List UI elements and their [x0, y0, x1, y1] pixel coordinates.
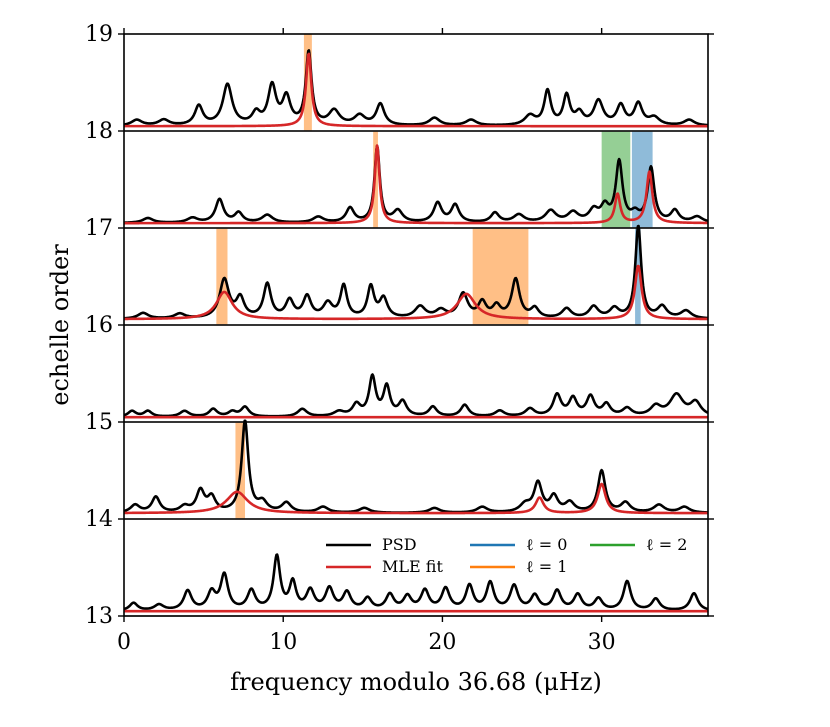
- legend-item-2: ℓ = 0: [470, 535, 567, 554]
- y-tick-label-18: 18: [85, 119, 113, 144]
- y-tick-label-14: 14: [85, 507, 113, 532]
- fit-line-order-18: [123, 52, 709, 128]
- l0-band-order-17: [631, 131, 653, 228]
- legend-label-3: ℓ = 1: [526, 557, 567, 576]
- y-tick-label-15: 15: [85, 410, 113, 435]
- psd-line-order-16: [123, 224, 709, 320]
- l1-band-order-18: [303, 34, 312, 131]
- legend-label-2: ℓ = 0: [526, 535, 567, 554]
- l1-band-order-16: [472, 228, 529, 325]
- legend-item-4: ℓ = 2: [590, 535, 687, 554]
- legend: PSD MLE fit ℓ = 0 ℓ = 1 ℓ = 2: [326, 535, 687, 576]
- psd-line-order-13: [123, 553, 709, 611]
- y-tick-label-17: 17: [85, 216, 113, 241]
- axes-frame: [123, 33, 709, 617]
- x-tick-label-30: 30: [588, 630, 616, 655]
- psd-line-order-15: [123, 373, 709, 418]
- legend-item-1: MLE fit: [326, 557, 443, 576]
- axis-ticks: 13 14 15 16 17 18 19 0 10 20 30: [85, 22, 714, 655]
- y-tick-label-19: 19: [85, 22, 113, 47]
- x-tick-label-0: 0: [117, 630, 131, 655]
- mle-fit-series: [123, 52, 709, 613]
- y-axis-label: echelle order: [46, 244, 74, 406]
- legend-item-0: PSD: [326, 535, 417, 554]
- psd-line-order-14: [123, 419, 709, 514]
- y-tick-label-13: 13: [85, 604, 113, 629]
- l1-band-order-16: [216, 228, 228, 325]
- axis-labels: frequency modulo 36.68 (μHz) echelle ord…: [46, 244, 602, 696]
- fit-line-order-14: [123, 482, 709, 515]
- x-tick-label-20: 20: [428, 630, 456, 655]
- fit-line-order-17: [123, 144, 709, 225]
- x-tick-label-10: 10: [269, 630, 297, 655]
- psd-line-order-17: [123, 144, 709, 224]
- y-tick-label-16: 16: [85, 313, 113, 338]
- legend-label-0: PSD: [382, 535, 417, 554]
- legend-item-3: ℓ = 1: [470, 557, 567, 576]
- legend-label-1: MLE fit: [382, 557, 443, 576]
- mode-bands: [216, 34, 653, 519]
- fit-line-order-16: [123, 264, 709, 321]
- x-axis-label: frequency modulo 36.68 (μHz): [230, 668, 602, 696]
- l0-band-order-16: [635, 228, 641, 325]
- psd-line-order-18: [123, 49, 709, 127]
- legend-label-4: ℓ = 2: [646, 535, 687, 554]
